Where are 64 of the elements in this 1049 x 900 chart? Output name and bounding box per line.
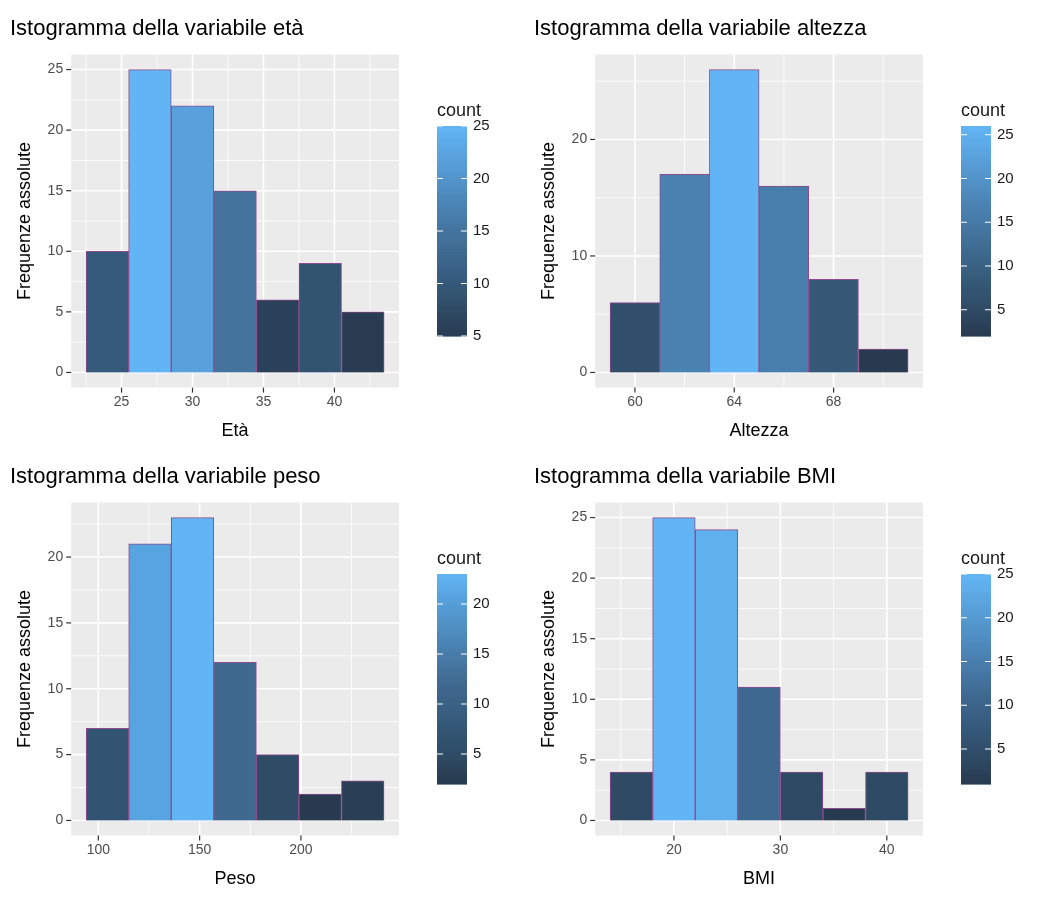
color-bar-label: 5 <box>997 739 1006 757</box>
y-tick-label: 25 <box>47 60 64 77</box>
y-tick-label: 0 <box>55 363 64 380</box>
color-bar-label: 20 <box>997 168 1014 186</box>
y-tick-label: 0 <box>55 811 64 828</box>
color-bar-label: 15 <box>473 221 490 239</box>
color-bar-label: 5 <box>473 326 482 344</box>
y-tick-label: 20 <box>571 130 588 147</box>
x-tick-label: 40 <box>879 840 895 857</box>
chart-title: Istogramma della variabile altezza <box>534 15 868 41</box>
x-tick-label: 35 <box>255 392 272 409</box>
y-tick-label: 20 <box>571 568 588 585</box>
x-tick-label: 30 <box>772 840 789 857</box>
color-bar-label: 15 <box>997 651 1014 669</box>
color-bar-title: count <box>437 547 482 568</box>
y-axis-title: Frequenze assolute <box>537 589 558 749</box>
y-axis-title: Frequenze assolute <box>13 589 34 749</box>
y-tick-label: 15 <box>47 181 64 198</box>
x-tick-label: 30 <box>184 392 201 409</box>
x-axis-title: Altezza <box>729 420 790 441</box>
x-axis-title: Peso <box>214 868 256 889</box>
y-tick-label: 10 <box>47 242 64 259</box>
y-tick-label: 10 <box>47 679 64 696</box>
color-bar-label: 20 <box>997 607 1014 625</box>
color-bar-label: 5 <box>473 744 482 762</box>
color-bar-label: 25 <box>997 124 1014 142</box>
color-bar-label: 10 <box>473 694 490 712</box>
x-tick-label: 200 <box>289 840 313 857</box>
y-tick-label: 20 <box>47 120 64 137</box>
chart-title: Istogramma della variabile BMI <box>534 463 837 489</box>
y-tick-label: 15 <box>571 629 588 646</box>
chart-title: Istogramma della variabile età <box>10 15 305 41</box>
color-bar-label: 15 <box>473 644 490 662</box>
y-tick-label: 0 <box>579 811 588 828</box>
x-axis-title: Età <box>221 420 250 441</box>
y-tick-label: 25 <box>571 508 588 525</box>
x-axis-title: BMI <box>743 868 776 889</box>
y-tick-label: 10 <box>571 690 588 707</box>
chart-title: Istogramma della variabile peso <box>10 463 321 489</box>
y-tick-label: 5 <box>55 745 64 762</box>
y-axis-title: Frequenze assolute <box>13 141 34 301</box>
y-tick-label: 5 <box>579 750 588 767</box>
color-bar-title: count <box>961 99 1006 120</box>
x-tick-label: 100 <box>86 840 111 857</box>
x-tick-label: 68 <box>825 392 842 409</box>
color-bar-label: 20 <box>473 594 490 612</box>
y-tick-label: 10 <box>571 246 588 263</box>
y-tick-label: 5 <box>55 302 64 319</box>
y-axis-title: Frequenze assolute <box>537 141 558 301</box>
color-bar-label: 10 <box>473 273 490 291</box>
x-tick-label: 25 <box>113 392 130 409</box>
color-bar-label: 10 <box>997 256 1014 274</box>
x-tick-label: 150 <box>187 840 212 857</box>
color-bar-label: 20 <box>473 168 490 186</box>
x-tick-label: 20 <box>666 840 682 857</box>
x-tick-label: 40 <box>326 392 343 409</box>
x-tick-label: 64 <box>726 392 743 409</box>
x-tick-label: 60 <box>627 392 643 409</box>
color-bar-label: 5 <box>997 299 1006 317</box>
color-bar-label: 10 <box>997 695 1014 713</box>
y-tick-label: 15 <box>47 613 64 630</box>
y-tick-label: 0 <box>579 363 588 380</box>
color-bar-label: 15 <box>997 212 1014 230</box>
y-tick-label: 20 <box>47 547 64 564</box>
